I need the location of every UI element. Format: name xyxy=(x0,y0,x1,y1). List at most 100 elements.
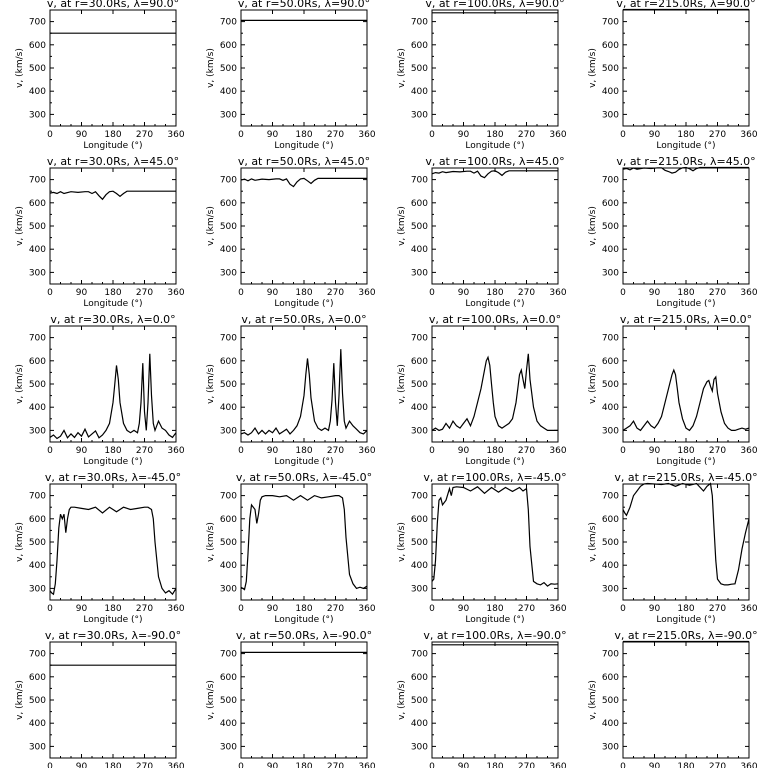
panel-title: v, at r=50.0Rs, λ=-45.0° xyxy=(236,471,372,484)
x-tick-label: 180 xyxy=(677,446,694,456)
y-tick-label: 600 xyxy=(411,41,428,51)
panel-15: v, at r=100.0Rs, λ=-45.0° 0 90 180 270 360 300… xyxy=(397,471,567,625)
x-tick-label: 180 xyxy=(104,446,121,456)
y-tick-label: 700 xyxy=(411,18,428,28)
y-tick-label: 400 xyxy=(602,561,619,571)
panel-10: v, at r=50.0Rs, λ=0.0° 0 90 180 270 360 300 400… xyxy=(206,313,376,467)
x-tick-label: 270 xyxy=(327,762,344,768)
x-tick-label: 360 xyxy=(740,604,757,614)
x-tick-label: 270 xyxy=(709,762,726,768)
x-tick-label: 0 xyxy=(620,130,626,140)
y-tick-label: 400 xyxy=(220,403,237,413)
plot-frame xyxy=(431,483,559,601)
y-tick-label: 300 xyxy=(29,426,46,436)
y-tick-label: 400 xyxy=(602,245,619,255)
y-tick-label: 500 xyxy=(411,64,428,74)
y-tick-label: 300 xyxy=(220,110,237,120)
plot-frame xyxy=(622,9,750,127)
y-tick-label: 300 xyxy=(411,742,428,752)
x-axis-label: Longitude (°) xyxy=(465,457,524,467)
x-tick-label: 90 xyxy=(76,762,88,768)
panel-19: v, at r=100.0Rs, λ=-90.0° 0 90 180 270 360 300… xyxy=(397,629,567,768)
plot-frame xyxy=(622,483,750,601)
panel-5: v, at r=30.0Rs, λ=45.0° 0 90 180 270 360 300 40… xyxy=(15,155,185,309)
x-tick-label: 270 xyxy=(709,288,726,298)
speed-series-line xyxy=(49,190,176,201)
y-tick-label: 500 xyxy=(220,64,237,74)
x-tick-label: 360 xyxy=(167,130,184,140)
plot-frame xyxy=(49,9,177,127)
x-tick-label: 270 xyxy=(136,446,153,456)
y-tick-label: 700 xyxy=(411,650,428,660)
x-tick-label: 360 xyxy=(740,130,757,140)
x-tick-label: 360 xyxy=(549,446,566,456)
panel-18: v, at r=50.0Rs, λ=-90.0° 0 90 180 270 360 300 4… xyxy=(206,629,376,768)
y-tick-label: 700 xyxy=(411,176,428,186)
plot-frame xyxy=(49,483,177,601)
y-tick-label: 300 xyxy=(29,268,46,278)
y-axis-label: v, (km/s) xyxy=(397,680,407,720)
x-tick-label: 360 xyxy=(549,130,566,140)
x-tick-label: 360 xyxy=(167,604,184,614)
x-tick-label: 0 xyxy=(620,604,626,614)
x-axis-label: Longitude (°) xyxy=(656,615,715,625)
y-axis-label: v, (km/s) xyxy=(206,48,216,88)
x-tick-label: 90 xyxy=(458,762,470,768)
y-tick-label: 300 xyxy=(29,584,46,594)
x-tick-label: 270 xyxy=(518,446,535,456)
y-axis-label: v, (km/s) xyxy=(588,680,598,720)
x-tick-label: 270 xyxy=(518,130,535,140)
y-tick-label: 500 xyxy=(29,64,46,74)
y-tick-label: 500 xyxy=(29,696,46,706)
panel-9: v, at r=30.0Rs, λ=0.0° 0 90 180 270 360 300 400… xyxy=(15,313,185,467)
speed-series-line xyxy=(622,166,749,174)
y-tick-label: 600 xyxy=(29,515,46,525)
y-tick-label: 700 xyxy=(29,334,46,344)
x-axis-label: Longitude (°) xyxy=(656,457,715,467)
x-tick-label: 360 xyxy=(740,446,757,456)
y-axis-label: v, (km/s) xyxy=(397,522,407,562)
y-tick-label: 600 xyxy=(29,673,46,683)
y-tick-label: 400 xyxy=(29,87,46,97)
y-tick-label: 300 xyxy=(411,110,428,120)
y-tick-label: 400 xyxy=(602,87,619,97)
y-tick-label: 500 xyxy=(411,696,428,706)
speed-series-line xyxy=(622,482,750,586)
y-tick-label: 400 xyxy=(220,245,237,255)
x-tick-label: 270 xyxy=(709,604,726,614)
x-tick-label: 360 xyxy=(358,762,375,768)
x-tick-label: 0 xyxy=(429,762,435,768)
x-tick-label: 180 xyxy=(677,130,694,140)
y-tick-label: 500 xyxy=(220,696,237,706)
x-tick-label: 0 xyxy=(238,288,244,298)
x-axis-label: Longitude (°) xyxy=(274,299,333,309)
x-tick-label: 90 xyxy=(267,130,279,140)
y-tick-label: 700 xyxy=(411,334,428,344)
y-tick-label: 300 xyxy=(602,426,619,436)
x-tick-label: 270 xyxy=(518,762,535,768)
plot-frame xyxy=(49,641,177,759)
plot-frame xyxy=(431,641,559,759)
panel-title: v, at r=215.0Rs, λ=-90.0° xyxy=(614,629,757,642)
x-tick-label: 0 xyxy=(429,288,435,298)
y-tick-label: 400 xyxy=(411,561,428,571)
x-tick-label: 0 xyxy=(47,446,53,456)
y-tick-label: 400 xyxy=(411,719,428,729)
x-tick-label: 180 xyxy=(104,130,121,140)
panel-title: v, at r=50.0Rs, λ=0.0° xyxy=(241,313,366,326)
x-tick-label: 270 xyxy=(327,446,344,456)
x-tick-label: 360 xyxy=(549,604,566,614)
y-tick-label: 700 xyxy=(220,18,237,28)
panel-title: v, at r=215.0Rs, λ=90.0° xyxy=(616,0,755,10)
speed-series-line xyxy=(431,170,558,179)
speed-series-line xyxy=(431,353,558,432)
x-tick-label: 90 xyxy=(267,288,279,298)
y-tick-label: 500 xyxy=(602,538,619,548)
y-tick-label: 700 xyxy=(220,492,237,502)
x-tick-label: 0 xyxy=(429,130,435,140)
y-tick-label: 600 xyxy=(411,515,428,525)
panel-16: v, at r=215.0Rs, λ=-45.0° 0 90 180 270 360 300… xyxy=(588,471,758,625)
y-tick-label: 300 xyxy=(29,742,46,752)
x-axis-label: Longitude (°) xyxy=(274,457,333,467)
y-axis-label: v, (km/s) xyxy=(15,680,25,720)
